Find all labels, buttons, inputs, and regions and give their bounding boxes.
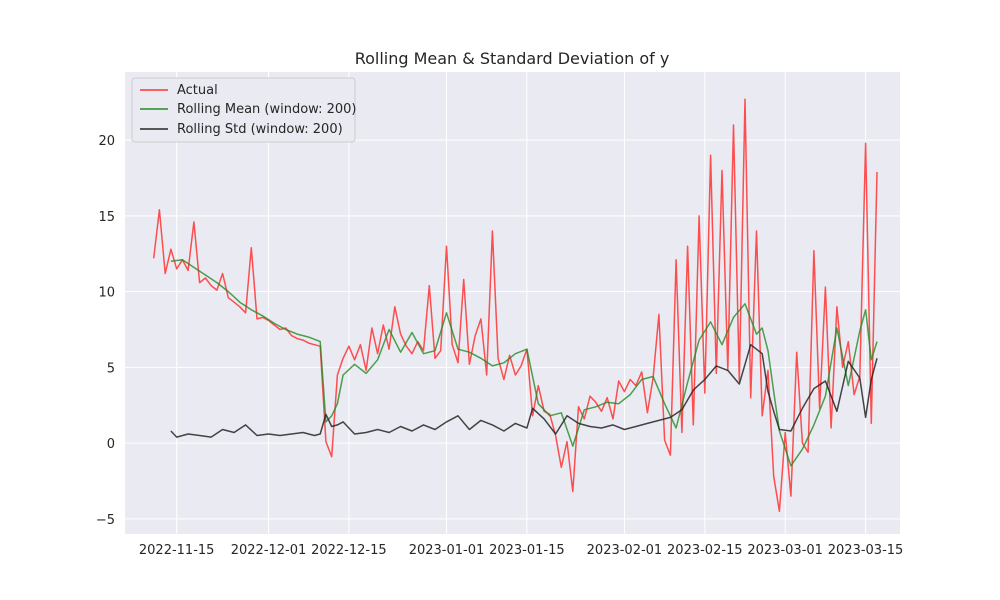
legend-label-actual: Actual [177,83,218,98]
x-tick-label: 2023-01-01 [409,543,485,558]
x-tick-label: 2022-12-15 [311,543,387,558]
x-tick-label: 2022-11-15 [139,543,215,558]
rolling-mean-series-line [170,259,878,467]
y-tick-label: 0 [107,437,115,452]
series-layer [152,98,878,513]
y-tick-label: 20 [98,134,115,149]
x-tick-label: 2023-02-15 [667,543,743,558]
legend-label-rolling-mean: Rolling Mean (window: 200) [177,102,357,117]
rolling-std-series-line [170,343,878,438]
x-tick-label: 2023-01-15 [489,543,565,558]
y-tick-label: 10 [98,286,115,301]
x-tick-label: 2023-03-15 [828,543,904,558]
legend-label-rolling-std: Rolling Std (window: 200) [177,122,343,137]
y-tick-label: 5 [107,361,115,376]
x-tick-label: 2023-03-01 [747,543,823,558]
y-tick-label: −5 [96,513,115,528]
plot-background [125,72,900,534]
legend: Actual Rolling Mean (window: 200) Rollin… [131,77,357,143]
chart-title: Rolling Mean & Standard Deviation of y [355,49,670,68]
legend-box [131,77,356,143]
x-tick-label: 2023-02-01 [587,543,663,558]
y-tick-label: 15 [98,210,115,225]
x-tick-label: 2022-12-01 [231,543,307,558]
actual-series-line [152,98,878,513]
ticks: 2022-11-15 2022-12-01 2022-12-15 2023-01-01… [96,134,904,558]
